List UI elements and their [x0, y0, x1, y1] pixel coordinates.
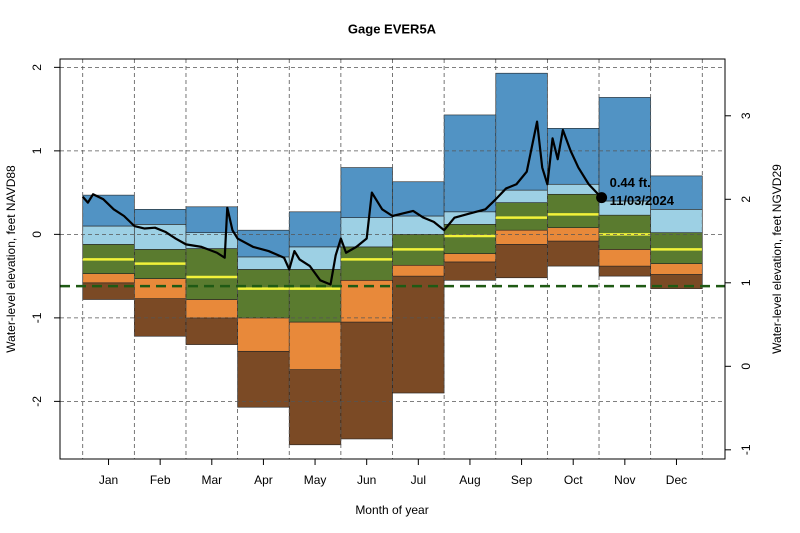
- percentile-band: [443, 253, 497, 263]
- percentile-band: [237, 269, 290, 319]
- percentile-band: [495, 244, 548, 279]
- x-tick-label: Aug: [459, 473, 480, 487]
- x-tick-label: Oct: [564, 473, 583, 487]
- percentile-band: [495, 72, 548, 191]
- percentile-band: [237, 256, 290, 270]
- percentile-band: [237, 350, 290, 408]
- percentile-band: [598, 214, 651, 250]
- percentile-band: [288, 321, 342, 370]
- x-tick-label: Jan: [99, 473, 118, 487]
- percentile-band: [288, 211, 342, 248]
- y2-tick-label: 1: [739, 279, 753, 286]
- y-tick-label: 1: [30, 147, 44, 154]
- percentile-band: [547, 240, 600, 267]
- percentile-band: [650, 263, 703, 275]
- percentile-band: [82, 225, 135, 245]
- y-tick-label: -2: [30, 396, 44, 407]
- percentile-band: [134, 278, 187, 299]
- x-tick-label: Apr: [254, 473, 273, 487]
- x-axis-label: Month of year: [355, 503, 428, 517]
- percentile-band: [392, 264, 445, 277]
- x-tick-label: Jul: [411, 473, 426, 487]
- percentile-band: [185, 317, 238, 345]
- percentile-band: [237, 317, 290, 352]
- percentile-band: [134, 298, 187, 337]
- y-tick-label: -1: [30, 312, 44, 323]
- percentile-band: [185, 248, 238, 300]
- y-tick-label: 2: [30, 64, 44, 71]
- daily-line: [81, 120, 603, 286]
- percentile-band: [340, 321, 393, 440]
- percentile-band: [443, 261, 497, 281]
- y-axis-label: Water-level elevation, feet NAVD88: [4, 165, 18, 353]
- x-tick-label: Dec: [666, 473, 687, 487]
- last-point-label: 0.44 ft.: [610, 175, 651, 190]
- y2-axis-label: Water-level elevation, feet NGVD29: [770, 164, 784, 354]
- last-point: [596, 192, 608, 204]
- y2-tick-label: 0: [739, 363, 753, 370]
- y-tick-label: 0: [30, 231, 44, 238]
- percentile-band: [288, 269, 342, 323]
- percentile-band: [495, 202, 548, 231]
- percentile-band: [650, 175, 703, 210]
- y2-tick-label: 3: [739, 112, 753, 119]
- x-tick-label: Jun: [357, 473, 376, 487]
- percentile-band: [443, 114, 497, 213]
- percentile-band: [82, 273, 135, 284]
- percentile-band: [598, 249, 651, 267]
- y2-tick-label: 2: [739, 196, 753, 203]
- plot-frame: [59, 58, 726, 460]
- percentile-band: [650, 209, 703, 233]
- chart-title: Gage EVER5A: [348, 21, 437, 36]
- x-tick-label: May: [304, 473, 327, 487]
- percentile-band: [443, 224, 497, 254]
- percentile-band: [598, 265, 651, 277]
- percentile-band: [598, 97, 651, 202]
- percentile-band: [650, 232, 703, 264]
- x-tick-label: Nov: [614, 473, 635, 487]
- percentile-band: [392, 275, 445, 394]
- percentile-band: [495, 229, 548, 245]
- percentile-band: [340, 246, 393, 281]
- percentile-band: [185, 299, 238, 319]
- percentile-band: [547, 193, 600, 228]
- percentile-band: [82, 194, 135, 227]
- x-tick-label: Feb: [150, 473, 171, 487]
- percentile-band: [134, 209, 187, 225]
- percentile-band: [288, 369, 342, 446]
- last-point-date: 11/03/2024: [610, 193, 675, 208]
- x-tick-label: Mar: [201, 473, 222, 487]
- y2-tick-label: -1: [739, 444, 753, 455]
- percentile-band: [392, 181, 445, 217]
- x-tick-label: Sep: [511, 473, 533, 487]
